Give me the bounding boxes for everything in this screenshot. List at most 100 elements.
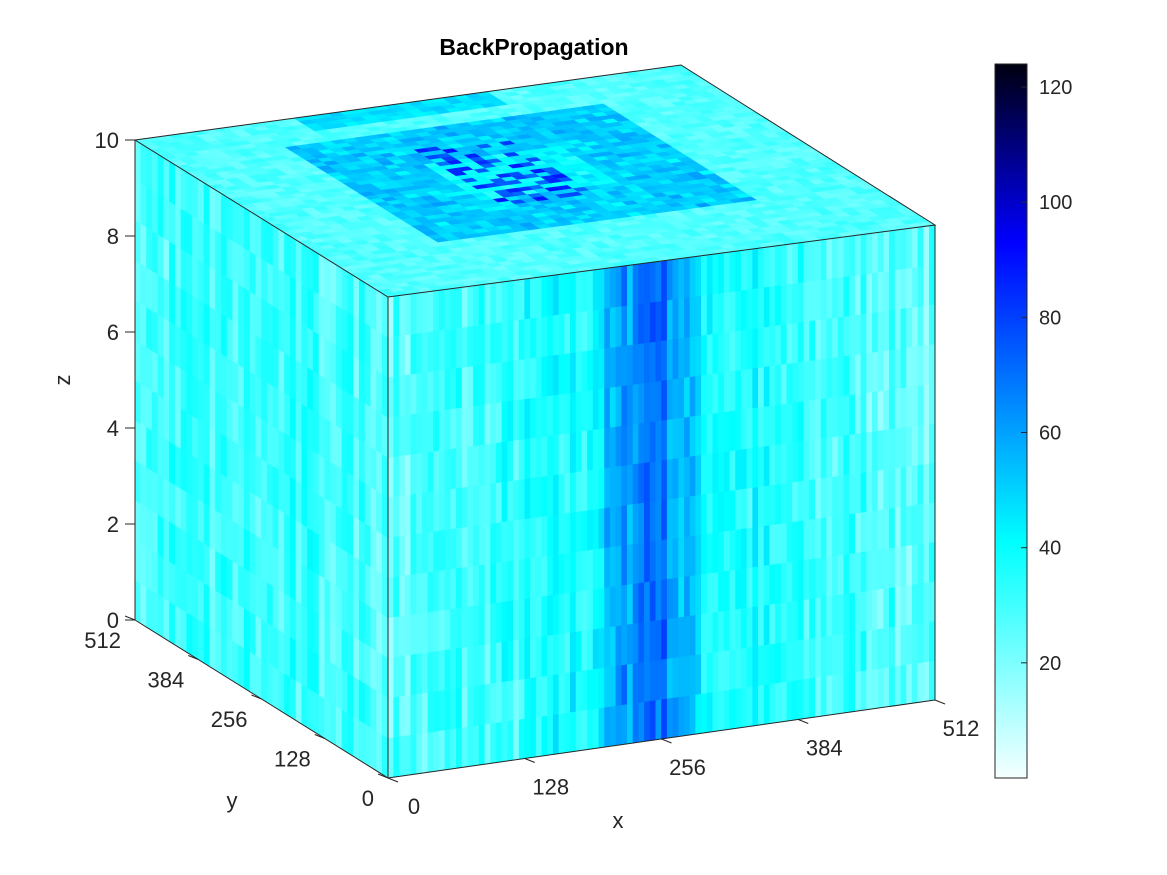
front-face-cell [541,355,548,397]
front-face-cell [587,628,594,671]
front-face-cell [729,648,736,690]
front-face-cell [809,359,816,401]
left-face-cell [135,459,142,505]
front-face-cell [797,480,805,522]
front-face-cell [438,409,446,451]
left-face-cell [146,546,153,592]
front-face-cell [860,471,867,513]
front-face-cell [803,241,810,283]
front-face-cell [632,582,640,624]
front-face-cell [860,392,867,434]
colorbar-tick-label: 120 [1039,77,1072,99]
left-face-cell [353,395,360,440]
front-face-cell [911,622,919,664]
front-face-cell [911,424,919,466]
left-face-cell [289,315,297,361]
left-face-cell [307,526,314,572]
left-face-cell [266,662,274,707]
front-face-cell [655,300,662,342]
front-face-cell [421,371,429,413]
left-face-cell [376,329,383,375]
front-face-cell [837,672,845,715]
left-face-cell [238,283,245,329]
front-face-cell [712,531,719,573]
front-face-cell [689,415,696,457]
left-face-cell [243,207,251,252]
front-face-cell [832,634,839,676]
front-face-cell [587,349,594,391]
left-face-cell [272,425,280,471]
front-face-cell [837,434,845,477]
front-face-cell [473,284,480,327]
front-face-cell [410,292,417,335]
left-face-cell [318,453,326,499]
front-face-cell [570,351,577,394]
front-face-cell [729,529,736,571]
front-face-cell [843,592,850,635]
front-face-cell [832,594,839,636]
front-face-cell [484,443,491,485]
front-face-cell [461,686,469,728]
front-face-cell [843,354,850,397]
left-face-cell [203,222,211,267]
left-face-cell [186,291,193,337]
left-face-cell [324,537,331,583]
left-face-cell [197,458,205,504]
left-face-cell [347,672,354,717]
front-face-cell [518,278,526,321]
front-face-cell [558,313,565,355]
left-face-cell [272,665,280,711]
front-face-cell [832,316,839,358]
front-face-cell [843,394,850,436]
front-face-cell [695,374,702,417]
front-face-cell [393,375,400,417]
front-face-cell [900,545,907,587]
left-face-cell [151,510,159,555]
front-face-cell [820,238,828,281]
front-face-cell [666,418,674,460]
left-face-cell [203,422,211,468]
front-face-cell [706,373,714,415]
front-face-cell [461,566,469,608]
front-face-cell [820,437,828,479]
left-face-cell [301,363,308,408]
top-face [135,65,935,297]
left-face-cell [220,513,228,558]
front-face-cell [706,691,714,733]
front-face-cell [621,663,628,706]
front-face-cell [558,712,565,754]
left-face-cell [307,246,314,292]
front-face-cell [427,370,434,413]
left-face-cell [140,263,147,308]
left-face-cell [335,504,343,550]
front-face-cell [906,584,913,626]
front-face-cell [632,662,640,704]
front-face-cell [706,333,714,375]
front-face-cell [530,556,537,599]
front-face-cell [718,451,725,493]
front-face-cell [484,643,491,685]
front-face-cell [587,269,594,311]
left-face-cell [341,548,349,594]
left-face-cell [307,647,314,692]
front-face-cell [393,615,400,658]
front-face-cell [541,435,548,477]
front-face-cell [889,507,896,549]
front-face-cell [547,394,554,437]
front-face-cell [461,406,469,448]
left-face-cell [272,345,280,390]
front-face-cell [894,625,902,667]
front-face-cell [854,472,862,514]
front-face-cell [815,596,822,639]
z-tick-label: 8 [107,224,119,249]
front-face-cell [501,480,508,523]
front-face-cell [609,346,617,388]
front-face-cell [478,723,486,766]
front-face-cell [416,452,423,494]
front-face-cell [478,403,486,446]
left-face-cell [335,424,343,470]
left-face-cell [146,586,153,632]
left-face-cell [151,430,159,475]
left-face-cell [318,253,326,299]
front-face-cell [695,255,702,297]
